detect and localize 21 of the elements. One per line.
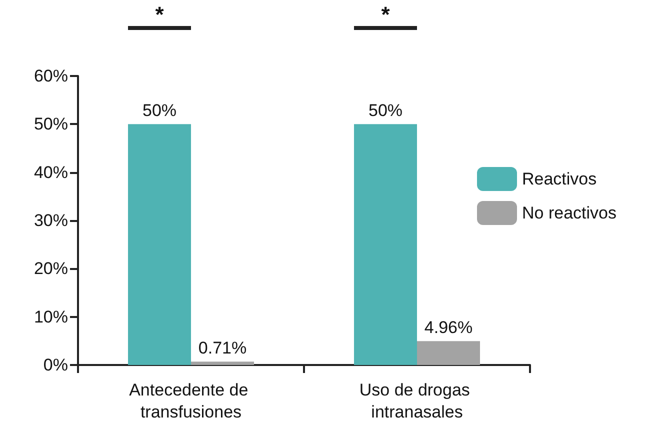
text: * — [154, 2, 165, 28]
y-tick-label: 50% — [34, 114, 68, 134]
data-label: 50% — [142, 101, 177, 120]
text: * — [380, 2, 391, 28]
x-tick-label: Antecedente de transfusiones — [129, 380, 253, 422]
bar — [354, 124, 417, 365]
data-label: 4.96% — [424, 318, 473, 338]
data-label: 0.71% — [198, 338, 247, 358]
data-label: 50% — [368, 101, 403, 120]
bar — [191, 362, 254, 365]
x-tick-label: Uso de drogas intranasales — [359, 380, 475, 422]
y-tick-label: 20% — [34, 259, 68, 278]
y-tick-label: 0% — [43, 356, 68, 374]
legend-label: Reactivos — [522, 170, 597, 188]
bar — [128, 124, 191, 365]
bar — [417, 341, 480, 365]
y-tick-label: 60% — [34, 66, 68, 86]
y-tick-label: 30% — [34, 211, 68, 230]
y-tick-label: 10% — [34, 307, 68, 326]
y-tick-label: 40% — [34, 162, 68, 182]
legend-label: No reactivos — [522, 204, 616, 222]
